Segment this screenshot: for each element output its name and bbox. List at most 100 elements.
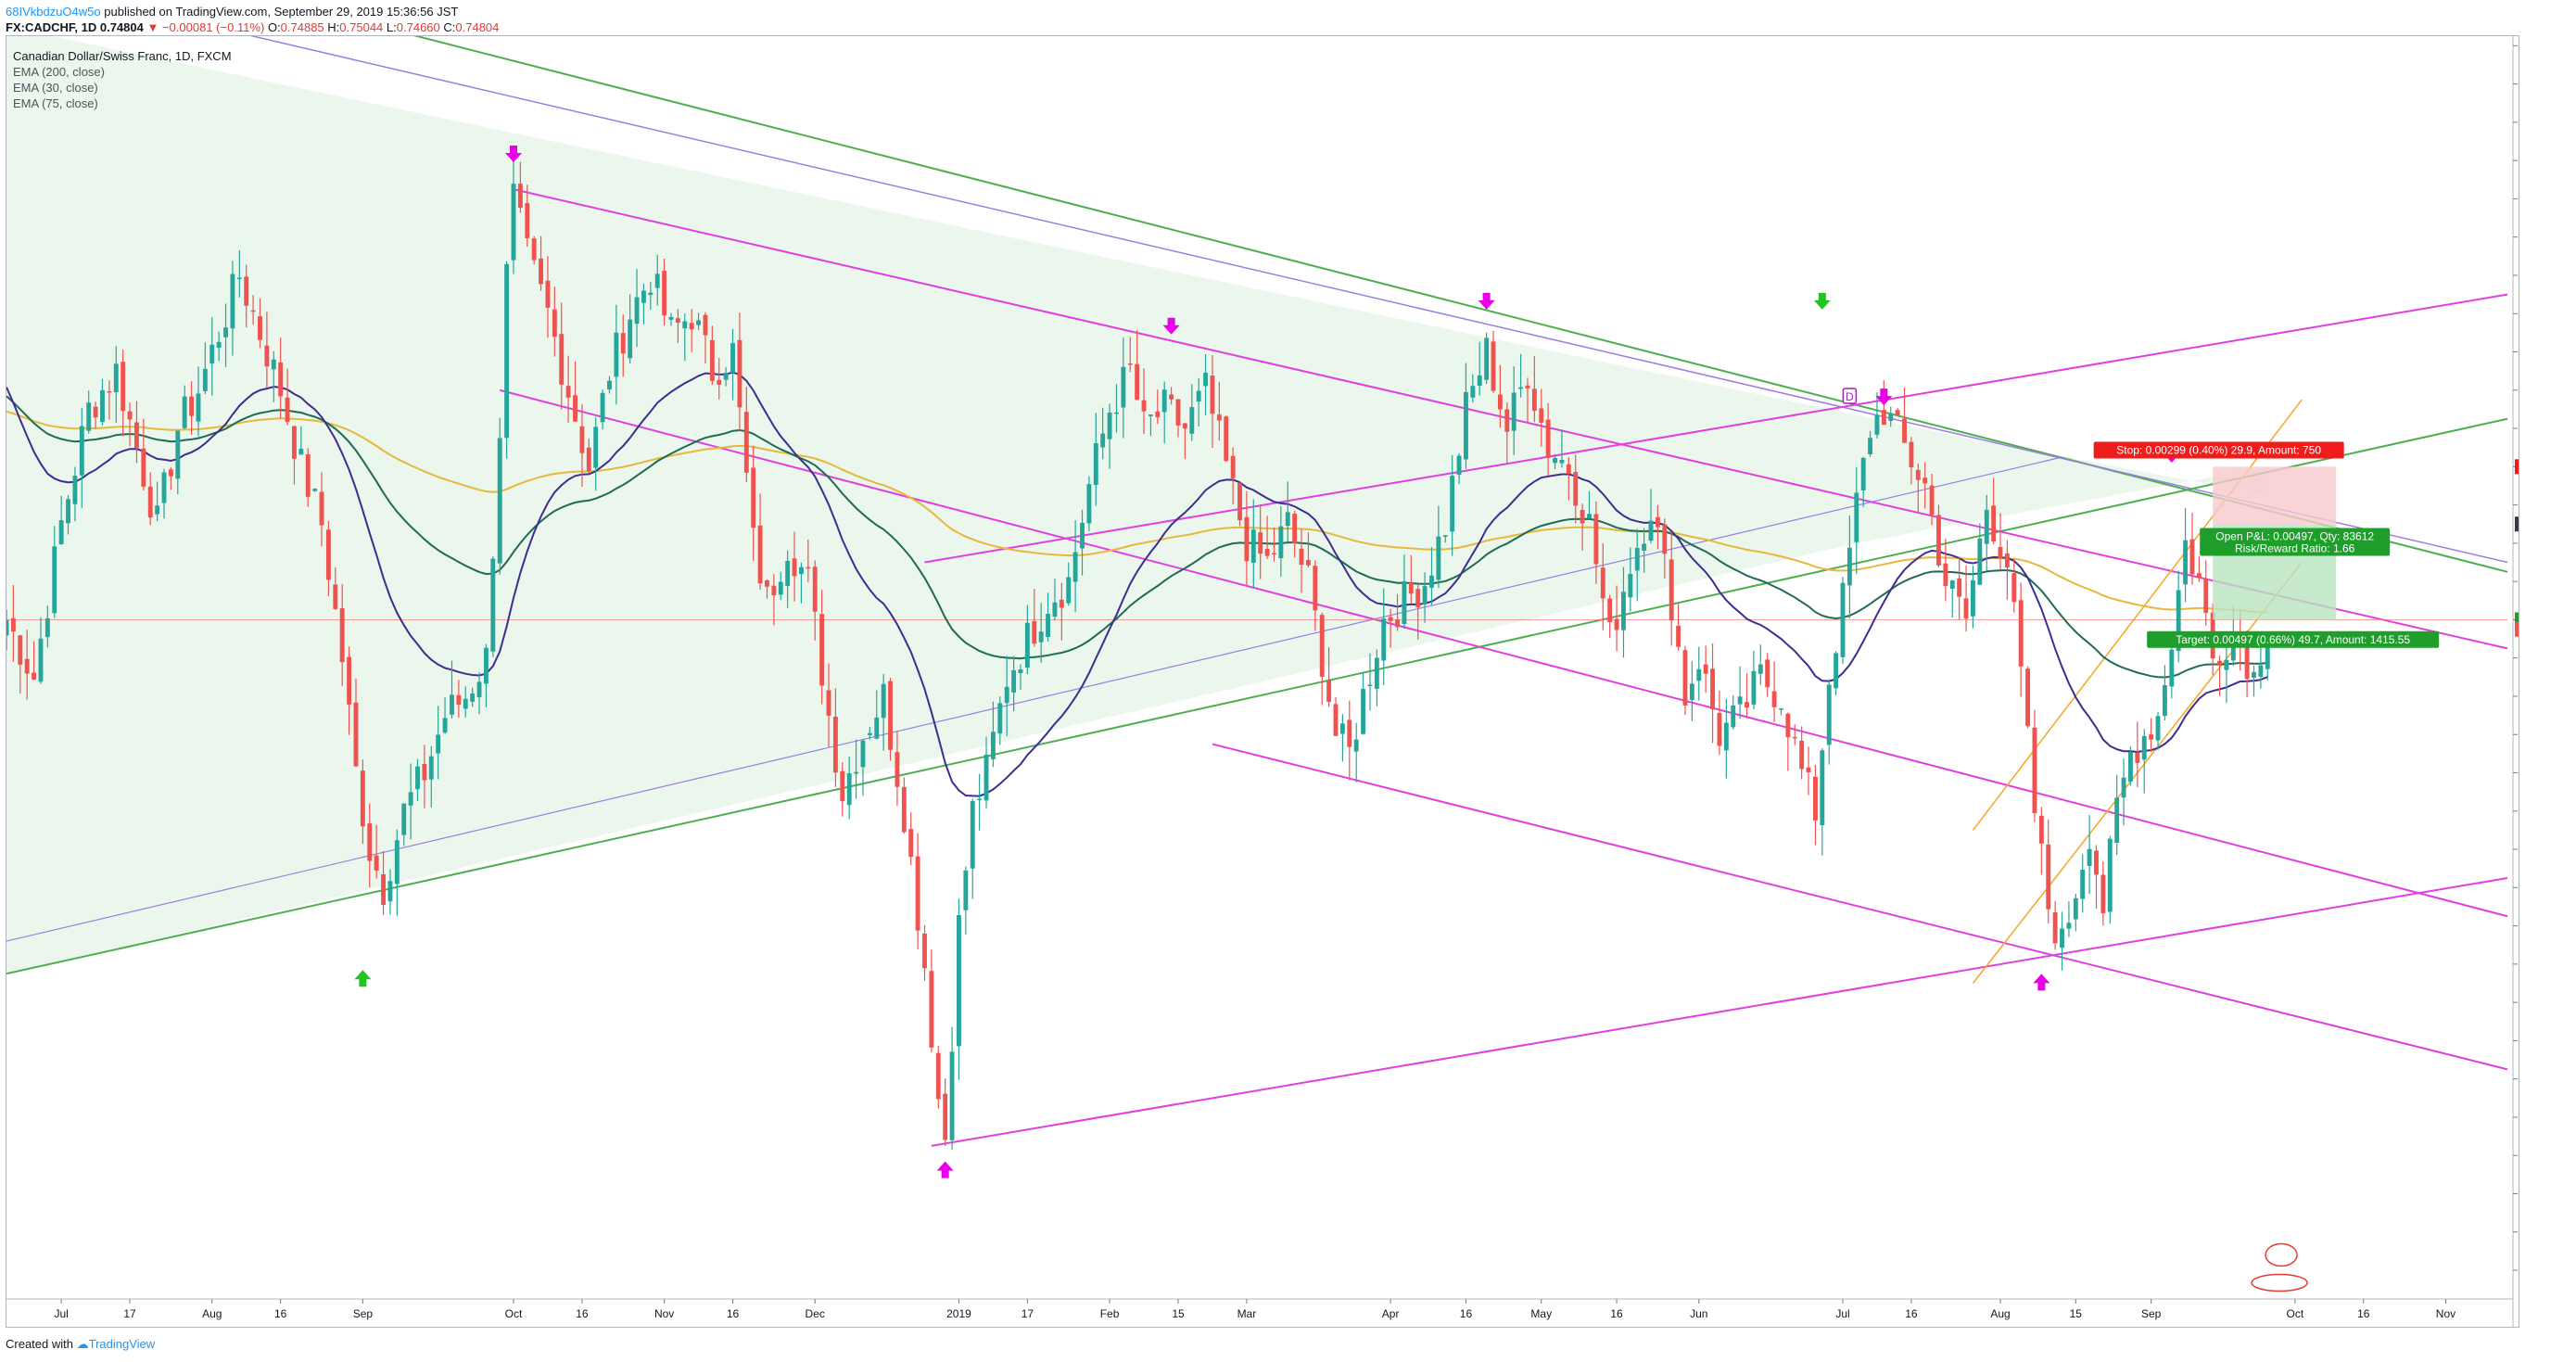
candle-body xyxy=(2162,684,2167,717)
candle xyxy=(668,312,674,326)
candle xyxy=(107,380,112,420)
candle xyxy=(2128,745,2133,786)
candle xyxy=(1292,510,1298,558)
candle xyxy=(717,358,722,400)
candle-body xyxy=(1998,546,2003,559)
x-tick-label: 16 xyxy=(1905,1307,1918,1320)
candle-body xyxy=(1148,414,1153,416)
candle-body xyxy=(415,766,420,790)
candle xyxy=(367,803,373,888)
candle xyxy=(531,235,537,265)
candle-body xyxy=(1381,618,1387,661)
candle-body xyxy=(1860,457,1866,491)
candle-body xyxy=(1531,388,1537,411)
candle-body xyxy=(846,773,852,806)
x-tick-label: 16 xyxy=(2357,1307,2370,1320)
candle-body xyxy=(1553,458,1557,464)
candle-body xyxy=(2087,848,2092,867)
candle xyxy=(1326,647,1332,707)
candle-body xyxy=(93,406,98,418)
candle xyxy=(1224,415,1229,463)
candle-body xyxy=(1080,522,1085,549)
candle-body xyxy=(1621,592,1626,630)
candle-body xyxy=(1114,412,1119,414)
legend-ema75[interactable]: EMA (75, close) xyxy=(13,96,98,110)
candle xyxy=(1086,476,1092,531)
x-tick-label: Jul xyxy=(54,1307,68,1320)
candle xyxy=(1216,381,1222,441)
candle-body xyxy=(860,740,866,768)
candle-body xyxy=(1326,680,1332,702)
candle-body xyxy=(867,732,872,735)
candle xyxy=(38,617,44,684)
candle-body xyxy=(1059,599,1064,608)
target-label-box xyxy=(2147,630,2440,648)
candle-body xyxy=(689,323,694,330)
author-link[interactable]: 68IVkbdzuO4w5o xyxy=(6,5,101,19)
candle-body xyxy=(709,339,715,381)
candle-body xyxy=(1676,625,1681,647)
candle xyxy=(381,850,386,915)
candle-body xyxy=(10,617,16,632)
candle-body xyxy=(949,1051,955,1140)
candle xyxy=(703,312,708,364)
channel-bottom-line xyxy=(1212,743,2508,1071)
price-change: ▼ −0.00081 (−0.11%) xyxy=(146,20,265,34)
candle xyxy=(1374,649,1379,706)
stop-label: Stop: 0.00299 (0.40%) 29.9, Amount: 750 xyxy=(2116,443,2321,456)
candle-body xyxy=(1169,394,1174,400)
candle xyxy=(990,701,996,768)
candle-body xyxy=(1196,390,1201,402)
candle xyxy=(545,256,551,338)
legend-ema200[interactable]: EMA (200, close) xyxy=(13,65,105,79)
candle-body xyxy=(662,271,667,316)
candle-body xyxy=(450,694,454,715)
candle-body xyxy=(517,184,523,209)
candle-body xyxy=(189,396,195,416)
candle xyxy=(244,264,249,328)
candle xyxy=(1518,353,1524,398)
candle-body xyxy=(2025,668,2031,727)
candle xyxy=(1004,656,1009,737)
candle-body xyxy=(1771,691,1777,707)
candle xyxy=(1676,604,1681,651)
candle-body xyxy=(483,647,489,684)
candle-body xyxy=(1669,559,1674,621)
x-tick-label: Dec xyxy=(806,1307,825,1320)
candle-body xyxy=(1991,505,1997,541)
candlestick-chart[interactable]: D Stop: 0.00299 (0.40%) 29.9, Amount: 75… xyxy=(6,36,2519,1328)
candle-body xyxy=(573,395,577,422)
candle-body xyxy=(1339,723,1345,734)
candle xyxy=(1258,504,1263,579)
candle-body xyxy=(908,829,914,858)
candle-body xyxy=(1751,670,1757,705)
candle-body xyxy=(1436,536,1441,580)
candle-body xyxy=(1456,455,1462,475)
candle-body xyxy=(1545,419,1551,459)
chart-frame[interactable]: D Stop: 0.00299 (0.40%) 29.9, Amount: 75… xyxy=(6,35,2519,1328)
candle xyxy=(1237,482,1242,527)
candle xyxy=(155,481,160,522)
candle xyxy=(2189,512,2195,585)
candle xyxy=(100,378,105,426)
candle-body xyxy=(209,344,215,364)
candle xyxy=(915,833,920,949)
candle-body xyxy=(292,426,297,459)
candle-body xyxy=(325,529,331,580)
tradingview-logo-icon[interactable]: ☁ xyxy=(76,1337,89,1351)
candle xyxy=(436,706,441,780)
candle-body xyxy=(1477,375,1482,386)
open-pl-label: Open P&L: 0.00497, Qty: 83612 xyxy=(2215,530,2374,543)
candle xyxy=(957,898,961,1080)
sell-arrow-icon xyxy=(504,146,522,163)
tradingview-brand[interactable]: TradingView xyxy=(88,1337,156,1351)
candle xyxy=(2094,845,2099,910)
candle-body xyxy=(312,489,318,491)
candle xyxy=(10,585,16,662)
candle-body xyxy=(1703,664,1708,674)
legend-ema30[interactable]: EMA (30, close) xyxy=(13,81,98,95)
candle xyxy=(1628,547,1633,612)
candle-body xyxy=(1696,668,1702,681)
candle xyxy=(1436,505,1441,589)
candle-body xyxy=(202,368,208,391)
